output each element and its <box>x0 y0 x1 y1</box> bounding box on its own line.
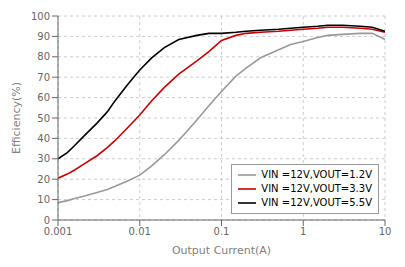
svg-text:0: 0 <box>44 215 50 226</box>
svg-text:10: 10 <box>379 226 392 237</box>
svg-text:80: 80 <box>37 51 50 62</box>
svg-text:0.1: 0.1 <box>214 226 230 237</box>
svg-text:1: 1 <box>300 226 306 237</box>
html-text:VIN =12V,VOUT=5.5V: VIN =12V,VOUT=5.5V <box>261 197 372 208</box>
svg-text:20: 20 <box>37 174 50 185</box>
svg-text:Efficiency(%): Efficiency(%) <box>10 82 23 154</box>
svg-text:30: 30 <box>37 153 50 164</box>
html-text:VIN =12V,VOUT=1.2V: VIN =12V,VOUT=1.2V <box>261 169 372 180</box>
svg-text:60: 60 <box>37 92 50 103</box>
svg-text:0.001: 0.001 <box>44 226 73 237</box>
svg-text:100: 100 <box>31 11 50 22</box>
svg-text:Output Current(A): Output Current(A) <box>172 244 271 257</box>
svg-text:70: 70 <box>37 72 50 83</box>
html-text:VIN =12V,VOUT=3.3V: VIN =12V,VOUT=3.3V <box>261 183 372 194</box>
svg-text:0.01: 0.01 <box>129 226 151 237</box>
svg-text:50: 50 <box>37 113 50 124</box>
svg-text:40: 40 <box>37 133 50 144</box>
svg-text:90: 90 <box>37 31 50 42</box>
svg-text:10: 10 <box>37 194 50 205</box>
